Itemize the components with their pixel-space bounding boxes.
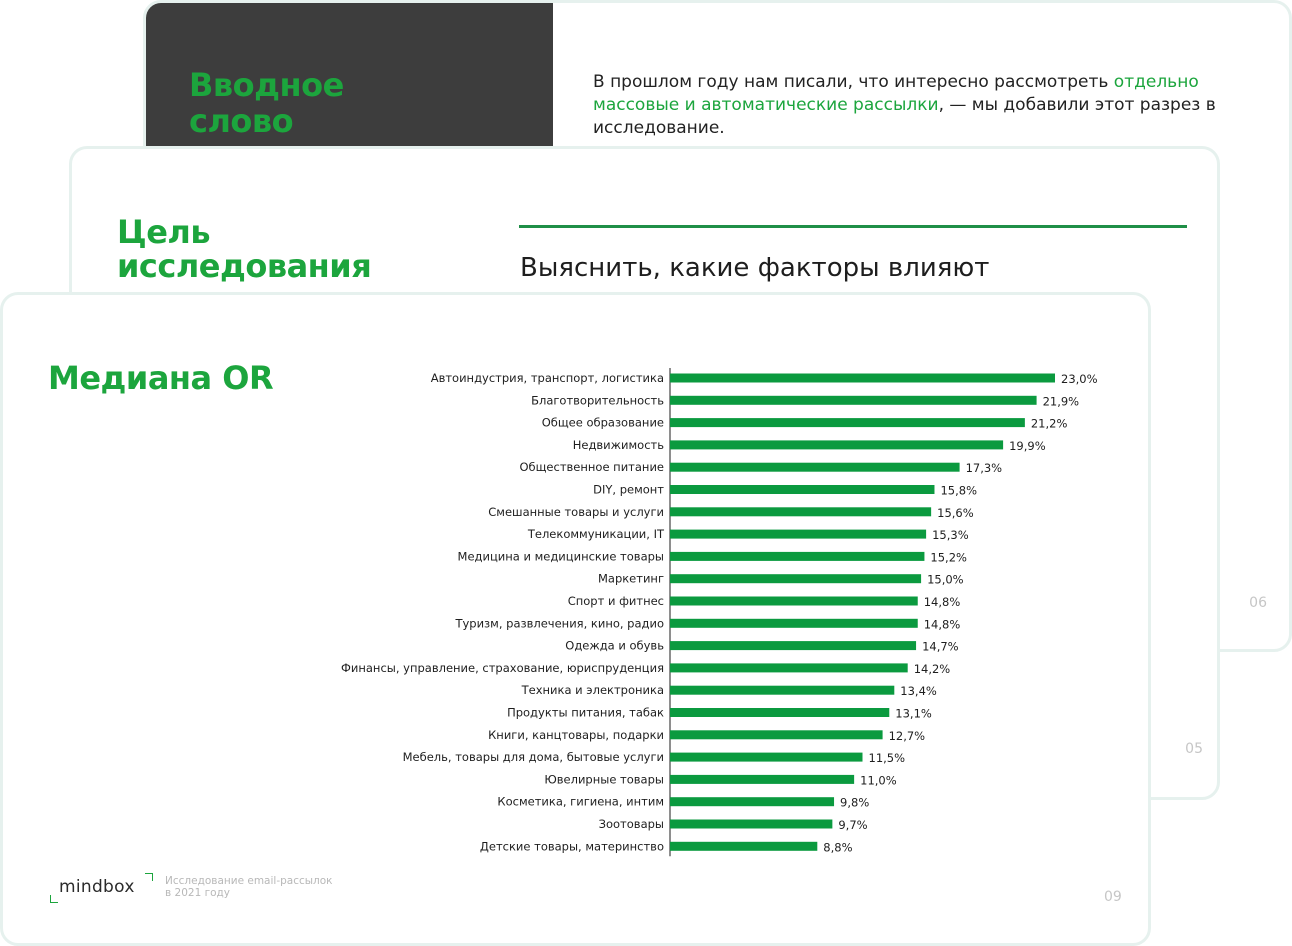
back-text-highlight: отдельно массовые и автоматические рассы… [593, 72, 1199, 115]
bar [670, 708, 890, 717]
bar [670, 797, 835, 807]
value-label: 19,9% [1009, 439, 1046, 453]
footer-caption-line2: в 2021 году [165, 887, 230, 899]
footer-caption-line1: Исследование email-рассылок [165, 875, 333, 887]
category-label: Благотворительность [531, 393, 664, 407]
bar [670, 462, 960, 472]
bar [670, 685, 895, 695]
back-title-line2: слово [189, 102, 294, 140]
bar [670, 507, 932, 517]
bar [670, 752, 863, 762]
bar [670, 730, 883, 740]
category-label: Телекоммуникации, IT [527, 527, 665, 541]
category-label: Одежда и обувь [565, 639, 664, 653]
bar [670, 395, 1037, 405]
bar [670, 596, 918, 606]
bar [670, 551, 925, 561]
value-label: 17,3% [966, 461, 1003, 475]
value-label: 8,8% [823, 840, 852, 854]
logo-corner-top [145, 873, 153, 881]
category-label: Спорт и фитнес [568, 594, 664, 608]
value-label: 13,4% [900, 684, 937, 698]
back-card-title: Вводное слово [189, 67, 344, 139]
category-label: Детские товары, материнство [480, 839, 664, 853]
value-label: 11,0% [860, 773, 897, 787]
mid-title-line2: исследования [117, 247, 372, 285]
mid-card-title: Цель исследования [117, 213, 372, 285]
footer-caption: Исследование email-рассылок в 2021 году [165, 875, 365, 899]
category-label: Туризм, развлечения, кино, радио [454, 616, 664, 630]
category-label: Маркетинг [598, 572, 664, 586]
logo-corner-bottom [50, 895, 58, 903]
back-text-part2: , — мы добавили этот разрез в исследован… [593, 95, 1216, 138]
value-label: 15,0% [927, 573, 964, 587]
value-label: 15,3% [932, 528, 969, 542]
category-label: Общее образование [542, 416, 664, 430]
bar [670, 618, 918, 628]
value-label: 15,2% [930, 550, 967, 564]
category-label: Мебель, товары для дома, бытовые услуги [403, 750, 664, 764]
value-label: 21,9% [1043, 394, 1080, 408]
mindbox-logo: mindbox [59, 877, 135, 897]
front-page-number: 09 [1104, 889, 1122, 905]
back-card-text: В прошлом году нам писали, что интересно… [593, 71, 1233, 140]
value-label: 9,8% [840, 796, 869, 810]
category-label: Общественное питание [519, 460, 664, 474]
value-label: 14,8% [924, 595, 961, 609]
mid-page-number: 05 [1185, 741, 1203, 757]
value-label: 15,8% [940, 484, 977, 498]
bar [670, 641, 917, 651]
value-label: 12,7% [889, 729, 926, 743]
category-label: Косметика, гигиена, интим [497, 795, 664, 809]
back-text-part1: В прошлом году нам писали, что интересно… [593, 72, 1114, 92]
value-label: 23,0% [1061, 372, 1098, 386]
chart-title: Медиана OR [48, 359, 274, 397]
category-label: Смешанные товары и услуги [488, 505, 664, 519]
category-label: Недвижимость [573, 438, 664, 452]
category-label: Ювелирные товары [544, 772, 664, 786]
bar [670, 841, 818, 851]
category-label: Книги, канцтовары, подарки [488, 728, 664, 742]
category-label: Финансы, управление, страхование, юриспр… [341, 661, 664, 675]
value-label: 14,8% [924, 617, 961, 631]
bar [670, 418, 1025, 428]
value-label: 11,5% [869, 751, 906, 765]
bar [670, 529, 927, 539]
value-label: 14,7% [922, 640, 959, 654]
value-label: 14,2% [914, 662, 951, 676]
value-label: 13,1% [895, 707, 932, 721]
bar [670, 373, 1055, 383]
slide-card-front: Медиана OR Автоиндустрия, транспорт, лог… [0, 292, 1151, 946]
bar [670, 774, 855, 784]
mid-title-line1: Цель [117, 213, 211, 251]
category-label: Продукты питания, табак [507, 706, 664, 720]
bar [670, 485, 935, 494]
category-label: DIY, ремонт [593, 483, 664, 497]
value-label: 15,6% [937, 506, 974, 520]
bar-chart: Автоиндустрия, транспорт, логистика 23,0%… [341, 368, 1098, 857]
bar [670, 663, 908, 673]
dark-title-panel [146, 3, 553, 155]
bar [670, 819, 833, 829]
back-title-line1: Вводное [189, 66, 344, 104]
mid-card-text: Выяснить, какие факторы влияют [520, 253, 990, 283]
mid-divider-line [519, 225, 1187, 228]
category-label: Автоиндустрия, транспорт, логистика [431, 371, 664, 385]
value-label: 9,7% [838, 818, 867, 832]
bar [670, 574, 922, 584]
category-label: Техника и электроника [521, 683, 664, 697]
bar [670, 440, 1004, 450]
category-label: Медицина и медицинские товары [458, 549, 664, 563]
value-label: 21,2% [1031, 417, 1068, 431]
back-page-number: 06 [1249, 595, 1267, 611]
category-label: Зоотовары [599, 817, 664, 831]
